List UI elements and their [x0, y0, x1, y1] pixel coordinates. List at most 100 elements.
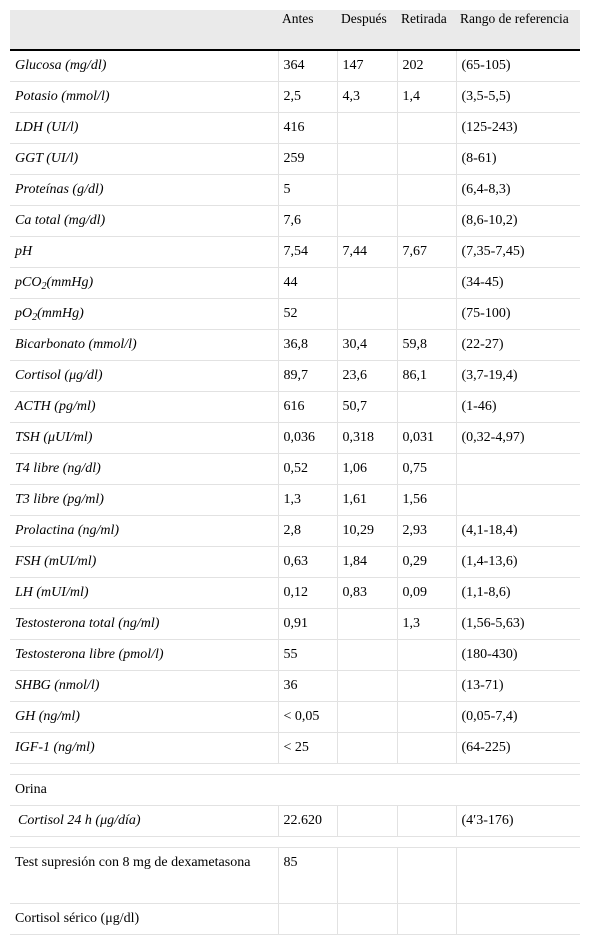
spacer-row	[10, 763, 580, 775]
cell-rango: (75-100)	[456, 298, 580, 330]
cell-antes: 22.620	[278, 805, 338, 837]
cell-despues: 0,318	[337, 422, 398, 454]
cell-retirada: 1,56	[397, 484, 457, 516]
cell-rango: (22-27)	[456, 329, 580, 361]
cell-retirada: 1,3	[397, 608, 457, 640]
cell-parameter: Testosterona total (ng/ml)	[10, 608, 279, 640]
table-row: Cortisol 24 h (μg/día) 22.620 (4′3-176)	[10, 805, 580, 837]
cell-rango: (4′3-176)	[456, 805, 580, 837]
cell-retirada	[397, 298, 457, 330]
cell-retirada: 202	[397, 50, 457, 82]
cell-parameter: LDH (UI/l)	[10, 112, 279, 144]
cell-despues: 1,06	[337, 453, 398, 485]
cell-antes: 0,52	[278, 453, 338, 485]
table-row: Prolactina (ng/ml) 2,8 10,29 2,93 (4,1-18,4)	[10, 515, 580, 547]
cell-rango: (1,56-5,63)	[456, 608, 580, 640]
cell-despues: 147	[337, 50, 398, 82]
cell-parameter: GGT (UI/l)	[10, 143, 279, 175]
cell-despues	[337, 670, 398, 702]
cell-retirada	[397, 701, 457, 733]
cell-rango	[456, 484, 580, 516]
cell-antes: 0,63	[278, 546, 338, 578]
header-retirada: Retirada	[397, 10, 456, 51]
header-despues: Después	[337, 10, 397, 51]
cell-parameter: GH (ng/ml)	[10, 701, 279, 733]
cell-antes: 7,6	[278, 205, 338, 237]
lab-results-table-container: Antes Después Retirada Rango de referenc…	[10, 10, 580, 935]
cell-parameter: pO2(mmHg)	[10, 298, 279, 330]
cell-antes: < 0,05	[278, 701, 338, 733]
cell-despues	[337, 267, 398, 299]
table-row: LH (mUI/ml) 0,12 0,83 0,09 (1,1-8,6)	[10, 577, 580, 609]
cell-rango: (0,32-4,97)	[456, 422, 580, 454]
cell-rango: (4,1-18,4)	[456, 515, 580, 547]
table-row: ACTH (pg/ml) 616 50,7 (1-46)	[10, 391, 580, 423]
cell-despues	[337, 143, 398, 175]
table-row: Testosterona libre (pmol/l) 55 (180-430)	[10, 639, 580, 671]
table-row: pCO2(mmHg) 44 (34-45)	[10, 267, 580, 299]
cell-antes: 616	[278, 391, 338, 423]
table-row: pO2(mmHg) 52 (75-100)	[10, 298, 580, 330]
cell-despues: 1,61	[337, 484, 398, 516]
cell-retirada: 1,4	[397, 81, 457, 113]
parameter-name-part: pO	[15, 306, 33, 321]
parameter-subscript: 2	[41, 281, 47, 292]
cell-rango: (34-45)	[456, 267, 580, 299]
cell-despues: 30,4	[337, 329, 398, 361]
header-antes: Antes	[278, 10, 337, 51]
table-row: Potasio (mmol/l) 2,5 4,3 1,4 (3,5-5,5)	[10, 81, 580, 113]
cell-retirada: 0,09	[397, 577, 457, 609]
cell-parameter: TSH (μUI/ml)	[10, 422, 279, 454]
cell-retirada	[397, 639, 457, 671]
cell-rango: (180-430)	[456, 639, 580, 671]
table-row: T4 libre (ng/dl) 0,52 1,06 0,75	[10, 453, 580, 485]
cell-despues	[337, 847, 398, 904]
parameter-unit: (mmHg)	[46, 275, 94, 290]
cell-antes: 89,7	[278, 360, 338, 392]
cell-parameter: T3 libre (pg/ml)	[10, 484, 279, 516]
cell-parameter: IGF-1 (ng/ml)	[10, 732, 279, 764]
cell-despues: 50,7	[337, 391, 398, 423]
cell-rango: (1,4-13,6)	[456, 546, 580, 578]
cell-antes: < 25	[278, 732, 338, 764]
cell-parameter: Potasio (mmol/l)	[10, 81, 279, 113]
cell-antes: 5	[278, 174, 338, 206]
section-row-orina: Orina	[10, 774, 580, 806]
cell-retirada	[397, 732, 457, 764]
spacer-cell	[10, 763, 580, 775]
cell-antes: 36	[278, 670, 338, 702]
table-row: Bicarbonato (mmol/l) 36,8 30,4 59,8 (22-27)	[10, 329, 580, 361]
table-row: FSH (mUI/ml) 0,63 1,84 0,29 (1,4-13,6)	[10, 546, 580, 578]
cell-parameter: Ca total (mg/dl)	[10, 205, 279, 237]
cell-despues	[337, 174, 398, 206]
cell-parameter: Proteínas (g/dl)	[10, 174, 279, 206]
cell-rango: (13-71)	[456, 670, 580, 702]
cell-retirada	[397, 174, 457, 206]
spacer-row	[10, 836, 580, 848]
cell-retirada	[397, 112, 457, 144]
lab-results-table: Antes Después Retirada Rango de referenc…	[10, 10, 580, 935]
cell-retirada: 86,1	[397, 360, 457, 392]
cell-rango: (3,5-5,5)	[456, 81, 580, 113]
cell-parameter: LH (mUI/ml)	[10, 577, 279, 609]
cell-antes	[278, 903, 338, 935]
table-row: T3 libre (pg/ml) 1,3 1,61 1,56	[10, 484, 580, 516]
cell-antes: 2,8	[278, 515, 338, 547]
cell-despues: 7,44	[337, 236, 398, 268]
cell-rango	[456, 847, 580, 904]
section-label-orina: Orina	[10, 774, 580, 806]
cell-parameter: pCO2(mmHg)	[10, 267, 279, 299]
table-body: Glucosa (mg/dl) 364 147 202 (65-105) Potasio …	[10, 50, 580, 935]
cell-parameter: T4 libre (ng/dl)	[10, 453, 279, 485]
cell-despues	[337, 608, 398, 640]
cell-antes: 0,12	[278, 577, 338, 609]
table-row: Ca total (mg/dl) 7,6 (8,6-10,2)	[10, 205, 580, 237]
cell-retirada	[397, 847, 457, 904]
cell-parameter: FSH (mUI/ml)	[10, 546, 279, 578]
cell-antes: 364	[278, 50, 338, 82]
parameter-unit: (mmHg)	[37, 306, 84, 321]
cell-antes: 259	[278, 143, 338, 175]
parameter-name-part: pCO	[15, 275, 42, 290]
spacer-cell	[10, 836, 580, 848]
header-rango: Rango de referencia	[456, 10, 580, 51]
